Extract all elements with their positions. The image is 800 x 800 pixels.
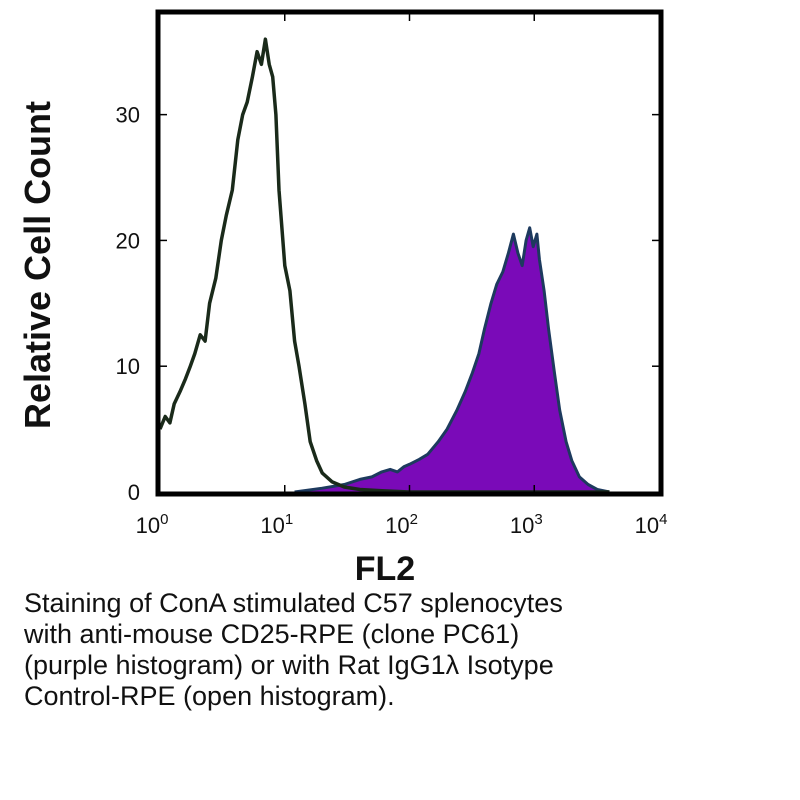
x-tick-label: 103: [510, 511, 543, 538]
histogram-chart: 0 10 20 30 100 101 102 103 104 Relative Cell Cou…: [17, 9, 668, 580]
x-tick-label: 101: [260, 511, 293, 538]
x-tick-label: 104: [635, 511, 668, 538]
y-tick-label: 0: [128, 480, 140, 505]
y-tick-label: 30: [116, 103, 140, 128]
caption-line: with anti-mouse CD25-RPE (clone PC61): [24, 619, 520, 649]
x-tick-label: 102: [385, 511, 418, 538]
plot-frame: [155, 9, 664, 497]
x-tick-label: 100: [136, 511, 169, 538]
purple-histogram-outline: [294, 226, 610, 494]
caption-line: Staining of ConA stimulated C57 splenocy…: [24, 588, 563, 618]
purple-histogram-fill: [294, 227, 610, 493]
y-axis-label: Relative Cell Count: [17, 101, 58, 429]
caption-line: (purple histogram) or with Rat IgG1λ Iso…: [24, 650, 554, 680]
y-tick-label: 20: [116, 228, 140, 253]
x-axis-label: FL2: [355, 550, 415, 580]
figure-caption: Staining of ConA stimulated C57 splenocy…: [24, 588, 784, 712]
y-tick-label: 10: [116, 354, 140, 379]
caption-line: Control-RPE (open histogram).: [24, 681, 395, 711]
